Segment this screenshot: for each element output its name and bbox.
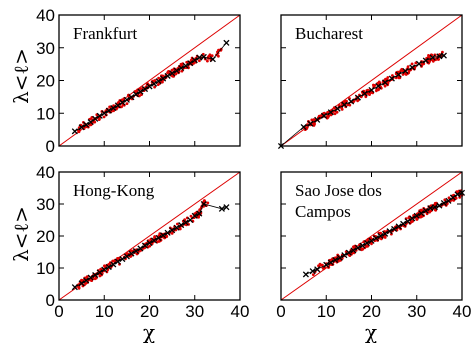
data-point: [206, 201, 210, 205]
data-point: [103, 264, 106, 268]
data-point: [366, 244, 369, 248]
y-tick-label: 10: [36, 104, 55, 123]
y-tick-label: 30: [36, 39, 55, 58]
panel-title: Bucharest: [295, 24, 363, 43]
data-point: [153, 85, 157, 89]
data-point: [189, 214, 193, 218]
data-point: [410, 220, 414, 223]
data-point: [326, 111, 329, 114]
y-tick-label: 0: [46, 291, 55, 310]
panels-group: 0 10 20 30 40 Frankfurt Bucharest 0 10 20 30 40 0 10 2…: [36, 6, 471, 321]
panel-title: Campos: [295, 202, 351, 221]
data-point: [335, 110, 339, 114]
data-point: [322, 267, 325, 271]
y-axis-label-top: λ<ℓ>: [9, 48, 33, 104]
data-point: [312, 124, 316, 127]
x-tick-label: 40: [453, 302, 472, 321]
average-line: [74, 42, 227, 132]
panel-title: Hong-Kong: [73, 181, 155, 200]
y-tick-label: 10: [36, 259, 55, 278]
data-point: [319, 114, 323, 117]
y-tick-label: 40: [36, 163, 55, 182]
x-tick-label: 20: [362, 302, 381, 321]
data-point: [361, 247, 365, 251]
data-point: [415, 218, 419, 221]
data-point: [373, 84, 377, 87]
data-point: [116, 257, 119, 260]
data-point: [102, 115, 106, 119]
data-point: [219, 48, 223, 52]
data-point: [346, 103, 350, 107]
data-point: [443, 198, 447, 202]
data-point: [406, 65, 410, 68]
data-point: [375, 89, 378, 93]
panel-4: 0 10 20 30 40 Sao Jose dos Campos: [276, 171, 472, 321]
data-point: [404, 73, 408, 76]
panel-3: 0 10 20 30 40 0 10 20 30 40 Hong-Kong: [36, 163, 249, 321]
data-point: [85, 275, 89, 278]
x-tick-label: 10: [317, 302, 336, 321]
diagonal-line: [280, 171, 463, 301]
x-tick-label: 20: [140, 302, 159, 321]
x-tick-label: 40: [231, 302, 250, 321]
data-point: [208, 53, 212, 57]
y-tick-label: 20: [36, 227, 55, 246]
data-point: [176, 222, 179, 226]
data-point: [180, 63, 183, 67]
y-axis-label-bottom: λ<ℓ>: [9, 206, 33, 262]
x-axis-label-right: χ: [365, 320, 377, 343]
average-line: [305, 192, 463, 275]
average-line: [280, 55, 444, 147]
x-tick-label: 0: [276, 302, 285, 321]
data-point: [327, 114, 331, 118]
data-point: [93, 277, 97, 281]
data-point: [419, 208, 423, 212]
data-point: [366, 92, 370, 95]
data-point: [111, 259, 115, 263]
average-marker: [302, 271, 309, 278]
data-point: [318, 262, 322, 266]
average-line: [74, 203, 227, 288]
data-point: [391, 74, 394, 77]
data-point: [97, 118, 101, 121]
data-point: [410, 62, 414, 66]
panel-2: Bucharest: [277, 14, 463, 150]
data-point: [77, 285, 81, 289]
x-tick-label: 30: [185, 302, 204, 321]
x-tick-label: 10: [95, 302, 114, 321]
data-point: [383, 235, 387, 239]
panel-1: 0 10 20 30 40 Frankfurt: [36, 6, 241, 156]
data-point: [125, 252, 129, 255]
y-tick-label: 20: [36, 72, 55, 91]
data-point: [311, 273, 315, 276]
y-tick-label: 40: [36, 6, 55, 25]
y-tick-label: 30: [36, 195, 55, 214]
data-point: [138, 87, 142, 91]
data-point: [166, 70, 170, 74]
data-point: [198, 59, 201, 63]
panel-title: Frankfurt: [73, 24, 137, 43]
data-point: [153, 235, 157, 238]
data-point: [171, 74, 175, 78]
data-point: [125, 102, 129, 105]
data-point: [185, 60, 189, 64]
average-marker: [223, 204, 230, 211]
data-point: [422, 62, 426, 66]
data-point: [157, 76, 161, 80]
x-axis-label-left: χ: [143, 320, 155, 343]
data-point: [383, 84, 387, 88]
y-tick-label: 0: [46, 137, 55, 156]
x-tick-label: 0: [54, 302, 63, 321]
data-point: [447, 196, 451, 200]
data-point: [170, 232, 174, 235]
data-point: [377, 87, 380, 91]
data-point: [89, 123, 92, 127]
data-point: [206, 59, 209, 63]
x-tick-label: 30: [407, 302, 426, 321]
data-point: [333, 112, 337, 116]
data-point: [401, 73, 405, 76]
panel-title: Sao Jose dos: [295, 181, 382, 200]
data-point: [454, 196, 458, 200]
